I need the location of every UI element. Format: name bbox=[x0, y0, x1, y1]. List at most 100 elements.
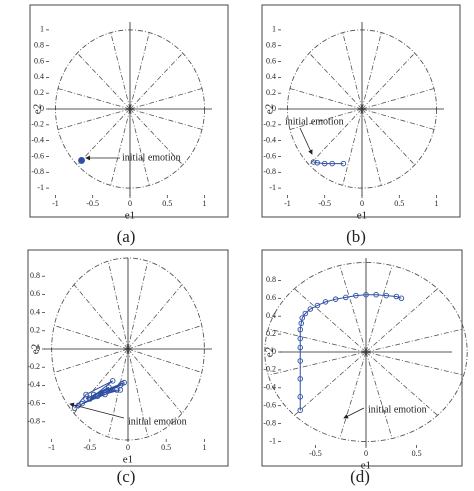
spoke bbox=[365, 328, 464, 353]
x-tick-label: 0.5 bbox=[162, 199, 172, 208]
spoke bbox=[365, 351, 438, 416]
trajectory-marker bbox=[314, 302, 321, 309]
spoke bbox=[289, 88, 363, 110]
y-tick-label: 0.6 bbox=[266, 293, 276, 302]
x-tick-label: 0 bbox=[364, 449, 368, 458]
trajectory-marker bbox=[297, 344, 303, 351]
trajectory-marker bbox=[353, 292, 359, 299]
spoke bbox=[361, 108, 435, 130]
x-tick-label: -0.5 bbox=[318, 199, 331, 208]
trajectory bbox=[313, 161, 344, 165]
x-tick-label: 0 bbox=[128, 199, 132, 208]
spoke bbox=[127, 348, 183, 414]
spoke bbox=[129, 108, 203, 130]
trajectory-marker bbox=[340, 160, 347, 167]
spoke bbox=[57, 108, 131, 130]
y-tick-label: -0.2 bbox=[31, 120, 44, 129]
y-tick-label: -1 bbox=[269, 183, 276, 192]
x-axis-label: e1 bbox=[125, 210, 135, 222]
spoke bbox=[73, 284, 129, 350]
x-tick-label: 1 bbox=[203, 199, 207, 208]
spoke bbox=[365, 265, 393, 353]
y-tick-label: 0.2 bbox=[30, 326, 40, 335]
spoke bbox=[289, 108, 363, 130]
trajectory-marker bbox=[329, 160, 335, 167]
y-tick-label: -0.6 bbox=[263, 401, 276, 410]
y-tick-label: 0.2 bbox=[34, 88, 44, 97]
y-tick-label: 0.4 bbox=[34, 72, 44, 81]
spoke bbox=[107, 261, 129, 350]
trajectory-marker bbox=[109, 378, 116, 384]
trajectory-marker bbox=[71, 405, 78, 411]
panel-frame bbox=[261, 4, 461, 218]
y-tick-label: 0.8 bbox=[266, 41, 276, 50]
y-tick-label: 0 bbox=[272, 104, 276, 113]
trajectory-marker bbox=[393, 293, 400, 300]
y-tick-label: -0.8 bbox=[31, 167, 44, 176]
trajectory-marker bbox=[102, 391, 108, 398]
trajectory-marker bbox=[398, 295, 405, 302]
y-tick-label: 0.2 bbox=[266, 329, 276, 338]
y-tick-label: -1 bbox=[269, 436, 276, 445]
y-axis-label: e2 bbox=[30, 344, 42, 354]
trajectory-marker bbox=[373, 291, 379, 298]
annotation-arrow bbox=[69, 402, 125, 419]
trajectory-marker bbox=[307, 306, 314, 312]
trajectory-marker bbox=[363, 291, 369, 298]
y-tick-label: 0.6 bbox=[266, 56, 276, 65]
spoke bbox=[365, 351, 393, 439]
trajectory-marker bbox=[117, 387, 124, 393]
y-axis-label: e2 bbox=[264, 104, 276, 114]
spoke bbox=[365, 288, 438, 353]
trajectory-marker bbox=[302, 310, 309, 317]
spoke bbox=[127, 284, 183, 350]
spoke bbox=[365, 351, 464, 376]
x-axis-label: e1 bbox=[361, 460, 371, 472]
spoke bbox=[268, 351, 367, 376]
x-tick-label: -1 bbox=[284, 199, 291, 208]
panel-frame bbox=[261, 249, 463, 467]
spoke bbox=[361, 108, 416, 166]
spoke bbox=[73, 348, 129, 414]
y-tick-label: -0.4 bbox=[31, 135, 44, 144]
annotation-arrow bbox=[343, 407, 365, 419]
spoke bbox=[110, 108, 131, 186]
x-tick-label: 1 bbox=[202, 443, 206, 452]
spoke bbox=[57, 88, 131, 110]
trajectory bbox=[299, 294, 402, 411]
trajectory-marker bbox=[310, 159, 317, 165]
annotation: initial emotion bbox=[128, 416, 187, 427]
y-axis-label: e2 bbox=[32, 104, 44, 114]
caption: (c) bbox=[117, 467, 136, 486]
trajectory-marker bbox=[383, 292, 389, 299]
spoke bbox=[339, 265, 367, 353]
x-tick-label: -1 bbox=[52, 199, 59, 208]
y-tick-label: 0 bbox=[36, 344, 40, 353]
y-tick-label: -0.2 bbox=[263, 120, 276, 129]
spoke bbox=[308, 52, 363, 110]
x-tick-label: -0.5 bbox=[86, 199, 99, 208]
trajectory-marker bbox=[297, 407, 303, 413]
y-tick-label: -1 bbox=[37, 183, 44, 192]
trajectory-marker bbox=[299, 315, 306, 321]
y-tick-label: 0.6 bbox=[30, 289, 40, 298]
spoke bbox=[308, 108, 363, 166]
x-tick-label: 0 bbox=[126, 443, 130, 452]
annotation-arrow bbox=[299, 127, 313, 155]
y-tick-label: -0.6 bbox=[263, 151, 276, 160]
y-tick-label: -0.8 bbox=[263, 167, 276, 176]
x-axis-label: e1 bbox=[357, 210, 367, 222]
spoke bbox=[339, 351, 367, 439]
y-tick-label: -0.2 bbox=[27, 362, 40, 371]
caption: (d) bbox=[350, 467, 370, 486]
spoke bbox=[54, 348, 129, 373]
spoke bbox=[129, 52, 184, 110]
spoke bbox=[129, 88, 203, 110]
y-tick-label: -0.4 bbox=[27, 380, 40, 389]
panel-frame bbox=[27, 249, 229, 467]
annotation: initial emotion bbox=[285, 116, 344, 127]
y-tick-label: 0.4 bbox=[266, 72, 276, 81]
spoke bbox=[361, 88, 435, 110]
